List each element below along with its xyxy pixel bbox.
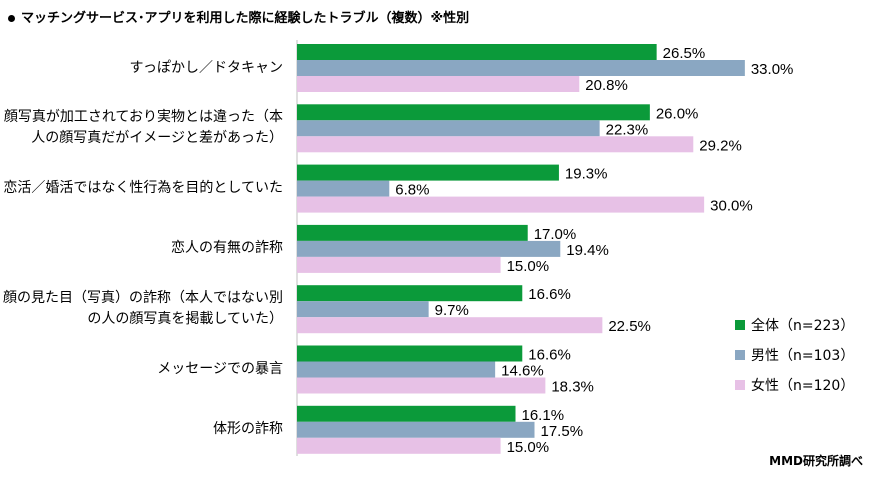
legend: 全体（n=223） 男性（n=103） 女性（n=120）: [735, 310, 854, 400]
data-label-total-4: 16.6%: [528, 286, 571, 303]
data-label-total-6: 16.1%: [522, 407, 565, 424]
category-label-line: の人の顔写真を掲載していた）: [87, 311, 283, 328]
legend-swatch-total: [735, 320, 745, 330]
bar-female-2: [297, 196, 705, 213]
bar-male-2: [297, 180, 390, 197]
category-label-3: 恋人の有無の詐称: [171, 240, 283, 257]
data-label-total-3: 17.0%: [534, 226, 577, 243]
legend-item-female: 女性（n=120）: [735, 370, 854, 400]
data-label-female-0: 20.8%: [585, 77, 628, 94]
category-label-2: 恋活／婚活ではなく性行為を目的としていた: [3, 180, 283, 197]
bar-female-4: [297, 317, 603, 334]
bar-total-3: [297, 224, 528, 241]
data-label-male-3: 19.4%: [566, 242, 609, 259]
legend-swatch-female: [735, 380, 745, 390]
data-label-male-6: 17.5%: [541, 423, 584, 440]
bar-male-3: [297, 240, 561, 257]
data-label-male-2: 6.8%: [395, 182, 429, 199]
category-label-4: 顔の見た目（写真）の詐称（本人ではない別の人の顔写真を掲載していた）: [0, 288, 283, 330]
category-label-6: 体形の詐称: [213, 421, 283, 438]
data-label-female-6: 15.0%: [507, 439, 550, 456]
bar-male-0: [297, 60, 745, 76]
data-label-total-5: 16.6%: [528, 347, 571, 364]
data-label-male-0: 33.0%: [751, 61, 794, 78]
data-label-female-1: 29.2%: [699, 137, 742, 154]
data-label-male-1: 22.3%: [606, 121, 649, 138]
category-label-5: メッセージでの暴言: [157, 361, 283, 377]
data-label-female-4: 22.5%: [608, 318, 651, 335]
bar-female-5: [297, 377, 546, 394]
chart-title: マッチングサービス･アプリを利用した際に経験したトラブル（複数）※性別: [8, 7, 469, 26]
bar-total-2: [297, 164, 559, 181]
bar-male-6: [297, 421, 535, 438]
legend-label-total: 全体（n=223）: [751, 318, 855, 334]
bar-male-5: [297, 361, 496, 378]
category-label-line: 顔の見た目（写真）の詐称（本人ではない別: [3, 290, 283, 307]
bar-total-0: [297, 44, 657, 60]
data-label-total-2: 19.3%: [565, 166, 608, 183]
legend-label-male: 男性（n=103）: [751, 348, 855, 364]
bar-total-4: [297, 285, 523, 302]
data-label-male-5: 14.6%: [501, 363, 544, 380]
bar-female-6: [297, 437, 501, 454]
legend-swatch-male: [735, 350, 745, 360]
bar-female-1: [297, 136, 694, 153]
bar-female-0: [297, 76, 580, 92]
bar-total-1: [297, 104, 650, 121]
bar-total-5: [297, 345, 523, 362]
chart-title-text: マッチングサービス･アプリを利用した際に経験したトラブル（複数）※性別: [21, 11, 470, 26]
data-label-female-3: 15.0%: [507, 258, 550, 275]
source-credit: MMD研究所調べ: [769, 454, 863, 468]
category-label-1: 顔写真が加工されており実物とは違った（本人の顔写真だがイメージと差があった）: [0, 107, 283, 149]
data-label-female-2: 30.0%: [710, 198, 753, 215]
legend-item-total: 全体（n=223）: [735, 310, 854, 340]
bar-male-1: [297, 120, 600, 137]
data-label-total-1: 26.0%: [656, 105, 699, 122]
data-label-total-0: 26.5%: [663, 45, 706, 62]
category-label-0: すっぽかし／ドタキャン: [129, 59, 283, 76]
data-label-male-4: 9.7%: [435, 302, 469, 319]
bar-male-4: [297, 301, 429, 318]
bar-total-6: [297, 405, 516, 422]
legend-item-male: 男性（n=103）: [735, 340, 854, 370]
category-label-line: 顔写真が加工されており実物とは違った（本: [3, 109, 283, 126]
category-label-line: 人の顔写真だがイメージと差があった）: [31, 130, 283, 147]
bar-female-3: [297, 256, 501, 273]
bullet-icon: [8, 15, 15, 22]
legend-label-female: 女性（n=120）: [751, 378, 855, 394]
data-label-female-5: 18.3%: [551, 379, 594, 396]
